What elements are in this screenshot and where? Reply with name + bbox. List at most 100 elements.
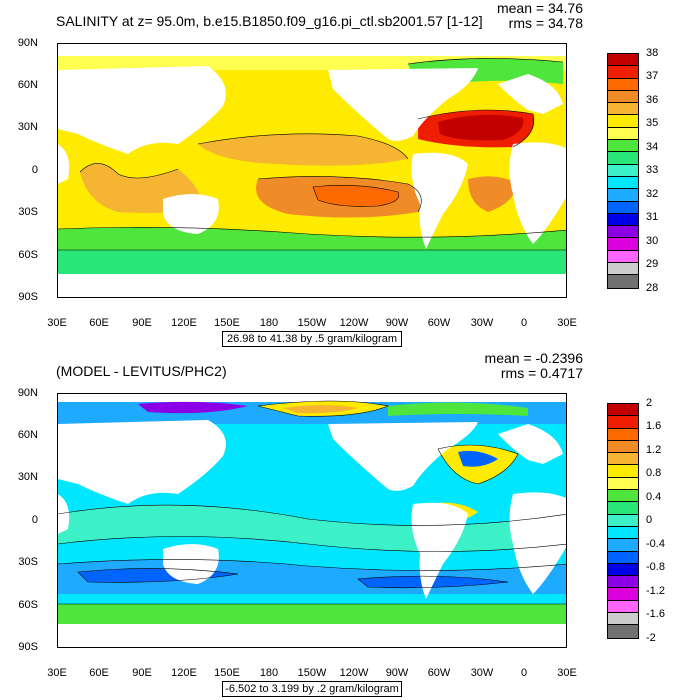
lat-label: 60S xyxy=(18,249,38,261)
lon-label: 120W xyxy=(339,317,369,329)
lat-label: 30S xyxy=(18,556,38,568)
colorbar-label: -2 xyxy=(646,632,656,644)
difference-rms: rms = 0.4717 xyxy=(500,365,583,381)
colorbar-label: -0.8 xyxy=(646,561,665,573)
colorbar-label: 0.4 xyxy=(646,491,662,503)
colorbar-swatch xyxy=(608,453,638,466)
lon-label: 60E xyxy=(89,317,109,329)
colorbar-swatch xyxy=(608,226,638,239)
colorbar-swatch xyxy=(608,526,638,540)
colorbar-swatch xyxy=(608,465,638,478)
colorbar-swatch xyxy=(608,600,638,614)
colorbar-label: 35 xyxy=(646,117,659,129)
difference-mean: mean = -0.2396 xyxy=(484,350,583,366)
colorbar-swatch xyxy=(608,563,638,577)
colorbar-swatch xyxy=(608,78,638,91)
lat-label: 30N xyxy=(17,121,38,133)
colorbar-swatch xyxy=(608,428,638,441)
lat-label: 30N xyxy=(17,471,38,483)
colorbar-label: 2 xyxy=(646,397,653,409)
lon-label: 60E xyxy=(89,667,109,679)
colorbar-swatch xyxy=(608,152,638,165)
lon-label: 30E xyxy=(557,317,577,329)
colorbar-label: 36 xyxy=(646,94,659,106)
lon-label: 0 xyxy=(520,667,528,679)
colorbar-swatch xyxy=(608,115,638,128)
lon-label: 150W xyxy=(297,667,327,679)
colorbar-swatch xyxy=(608,490,638,503)
salinity-title: SALINITY at z= 95.0m, b.e15.B1850.f09_g1… xyxy=(56,13,483,29)
colorbar-label: 31 xyxy=(646,211,659,223)
salinity-mean: mean = 34.76 xyxy=(496,0,583,16)
lat-label: 60S xyxy=(18,599,38,611)
colorbar-swatch xyxy=(608,54,638,67)
salinity-panel: SALINITY at z= 95.0m, b.e15.B1850.f09_g1… xyxy=(17,0,659,347)
lon-label: 180 xyxy=(259,317,279,329)
lon-label: 120E xyxy=(171,667,197,679)
lon-label: 30E xyxy=(47,317,67,329)
lon-label: 60W xyxy=(427,667,451,679)
lat-label: 90S xyxy=(18,641,38,653)
colorbar-label: -0.4 xyxy=(646,538,665,550)
colorbar-swatch xyxy=(608,625,638,638)
lon-label: 30W xyxy=(470,317,494,329)
lon-label: 60W xyxy=(427,317,451,329)
colorbar-label: 30 xyxy=(646,235,659,247)
colorbar-swatch xyxy=(608,263,638,276)
colorbar-label: 38 xyxy=(646,47,659,59)
lon-label: 90E xyxy=(132,667,152,679)
salinity-colorbar xyxy=(607,53,639,289)
colorbar-label: 0 xyxy=(646,514,653,526)
colorbar-swatch xyxy=(608,404,638,417)
difference-map xyxy=(57,393,567,648)
colorbar-swatch xyxy=(608,551,638,564)
colorbar-label: 28 xyxy=(646,282,659,294)
difference-title: (MODEL - LEVITUS/PHC2) xyxy=(56,363,227,379)
lon-label: 150E xyxy=(214,317,240,329)
colorbar-label: 32 xyxy=(646,188,659,200)
colorbar-swatch xyxy=(608,66,638,79)
salinity-rms: rms = 34.78 xyxy=(508,15,583,31)
colorbar-label: -1.2 xyxy=(646,585,665,597)
difference-panel: (MODEL - LEVITUS/PHC2) mean = -0.2396 rm… xyxy=(0,350,700,700)
colorbar-swatch xyxy=(608,514,638,527)
colorbar-swatch xyxy=(608,90,638,104)
lon-label: 180 xyxy=(259,667,279,679)
lat-label: 0 xyxy=(31,514,38,526)
colorbar-swatch xyxy=(608,576,638,589)
colorbar-label: 1.2 xyxy=(646,444,662,456)
colorbar-swatch xyxy=(608,238,638,251)
colorbar-swatch xyxy=(608,103,638,116)
salinity-map xyxy=(57,43,567,298)
colorbar-swatch xyxy=(608,127,638,141)
colorbar-swatch xyxy=(608,189,638,202)
colorbar-label: 29 xyxy=(646,258,659,270)
lon-label: 30E xyxy=(47,667,67,679)
lon-label: 150E xyxy=(214,667,240,679)
colorbar-label: 37 xyxy=(646,70,659,82)
colorbar-swatch xyxy=(608,588,638,601)
colorbar-label: -1.6 xyxy=(646,608,665,620)
colorbar-swatch xyxy=(608,440,638,454)
lat-label: 60N xyxy=(17,79,38,91)
colorbar-label: 34 xyxy=(646,141,659,153)
lat-label: 0 xyxy=(31,164,38,176)
colorbar-label: 33 xyxy=(646,164,659,176)
difference-contour-range: -6.502 to 3.199 by .2 gram/kilogram xyxy=(222,681,402,697)
lon-label: 0 xyxy=(520,317,528,329)
lat-label: 90S xyxy=(18,291,38,303)
colorbar-swatch xyxy=(608,477,638,491)
lat-label: 90N xyxy=(17,37,38,49)
colorbar-swatch xyxy=(608,502,638,515)
colorbar-label: 0.8 xyxy=(646,467,662,479)
lon-label: 30W xyxy=(470,667,494,679)
lon-label: 120E xyxy=(171,317,197,329)
lon-label: 150W xyxy=(297,317,327,329)
lat-label: 30S xyxy=(18,206,38,218)
salinity-contour-range: 26.98 to 41.38 by .5 gram/kilogram xyxy=(222,331,402,347)
colorbar-swatch xyxy=(608,416,638,429)
lon-label: 90W xyxy=(385,317,409,329)
lat-label: 60N xyxy=(17,429,38,441)
lon-label: 90W xyxy=(385,667,409,679)
difference-colorbar xyxy=(607,403,639,639)
